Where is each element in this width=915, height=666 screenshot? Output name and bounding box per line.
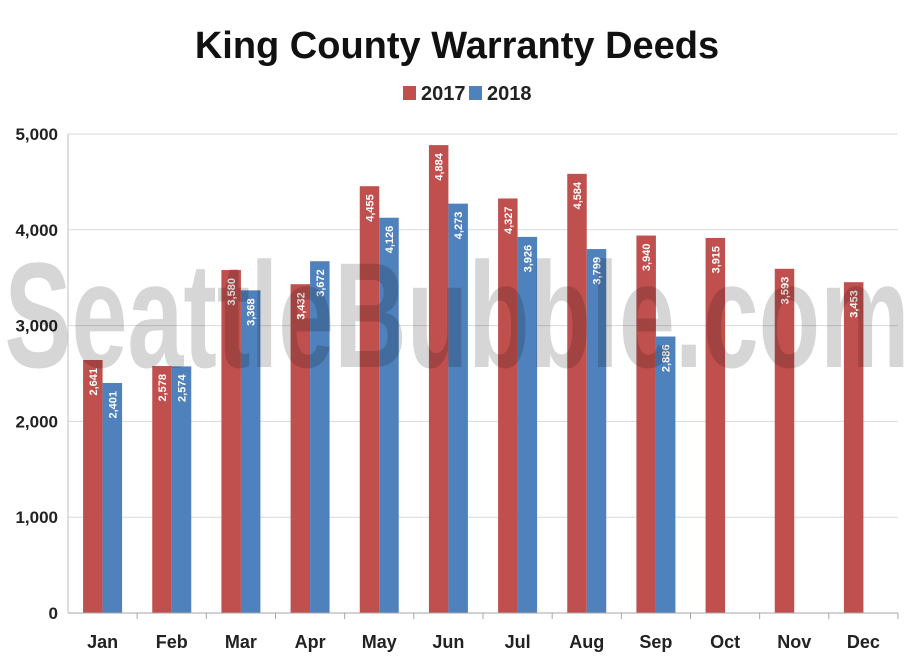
legend: 2017 2018 [403, 83, 532, 105]
data-label-2017-jul: 4,327 [503, 206, 515, 234]
data-label-2018-jul: 3,926 [522, 245, 534, 273]
gridlines [68, 133, 898, 518]
data-label-2017-dec: 3,453 [849, 290, 861, 318]
y-tick-label: 4,000 [15, 221, 58, 240]
x-tick-label: Mar [225, 632, 257, 652]
x-tick-label: Nov [777, 632, 811, 652]
data-label-2017-mar: 3,580 [226, 278, 238, 306]
x-tick-label: Feb [156, 632, 188, 652]
bar-2018-feb [171, 366, 192, 613]
bar-2017-may [359, 186, 380, 613]
bar-2018-jul [517, 236, 538, 613]
axes: 0 1,000 2,000 3,000 4,000 5,000 Jan Feb Mar Apr Ma… [15, 125, 899, 652]
data-label-2017-aug: 4,584 [572, 181, 584, 209]
legend-swatch-2017 [403, 86, 416, 100]
y-tick-label: 3,000 [15, 317, 58, 336]
data-label-2018-feb: 2,574 [177, 374, 189, 402]
data-label-2018-apr: 3,672 [315, 269, 327, 297]
x-tick-label: Jan [87, 632, 118, 652]
data-label-2017-oct: 3,915 [710, 246, 722, 274]
bar-2017-jul [498, 198, 518, 614]
x-tick-label: Jul [505, 632, 531, 652]
data-label-2018-jan: 2,401 [107, 391, 119, 419]
y-tick-label: 5,000 [15, 125, 58, 144]
bar-2017-oct [705, 237, 726, 613]
legend-label-2017: 2017 [421, 83, 466, 105]
bar-2017-feb [152, 366, 172, 613]
bar-2017-mar [221, 270, 241, 613]
data-label-2017-jan: 2,641 [88, 368, 100, 396]
bar-2017-sep [636, 235, 656, 613]
data-label-2017-may: 4,455 [365, 194, 377, 222]
bar-2018-may [379, 217, 399, 614]
bar-2017-apr [290, 284, 311, 613]
x-tick-label: Oct [710, 632, 740, 652]
x-tick-label: Apr [295, 632, 326, 652]
bar-2017-nov [774, 268, 795, 613]
x-tick-label: Sep [639, 632, 672, 652]
bar-2018-jan [102, 382, 123, 613]
data-label-2017-sep: 3,940 [641, 244, 653, 272]
data-label-2017-jun: 4,884 [434, 152, 446, 180]
x-tick-label: May [362, 632, 397, 652]
y-tick-label: 0 [49, 604, 58, 623]
legend-label-2018: 2018 [487, 83, 532, 105]
y-tick-label: 2,000 [15, 412, 58, 431]
bar-2018-apr [310, 261, 330, 613]
legend-swatch-2018 [469, 86, 482, 100]
bar-2017-dec [843, 282, 864, 613]
bars: 2,641 2,401 2,578 2,574 3,580 3,368 3,432 3,672… [83, 145, 864, 614]
bar-2017-jun [428, 145, 449, 613]
bar-2018-mar [240, 290, 261, 613]
bar-2017-aug [567, 173, 587, 614]
bar-2018-jun [448, 203, 468, 613]
data-label-2017-feb: 2,578 [157, 374, 169, 402]
chart-title: King County Warranty Deeds [195, 25, 719, 67]
bar-2018-aug [586, 249, 607, 614]
x-tick-label: Jun [432, 632, 464, 652]
y-tick-label: 1,000 [15, 508, 58, 527]
watermark-text: SeattleBubble.com [5, 231, 910, 399]
data-label-2018-jun: 4,273 [453, 212, 465, 240]
x-tick-label: Aug [569, 632, 604, 652]
data-label-2018-may: 4,126 [384, 226, 396, 254]
data-label-2018-aug: 3,799 [592, 257, 604, 285]
data-label-2018-sep: 2,886 [661, 345, 673, 373]
bar-2017-jan [83, 359, 103, 613]
data-label-2017-nov: 3,593 [780, 277, 792, 305]
data-label-2018-mar: 3,368 [246, 298, 258, 326]
data-label-2017-apr: 3,432 [295, 292, 307, 320]
x-tick-label: Dec [847, 632, 880, 652]
bar-2018-sep [655, 336, 676, 613]
